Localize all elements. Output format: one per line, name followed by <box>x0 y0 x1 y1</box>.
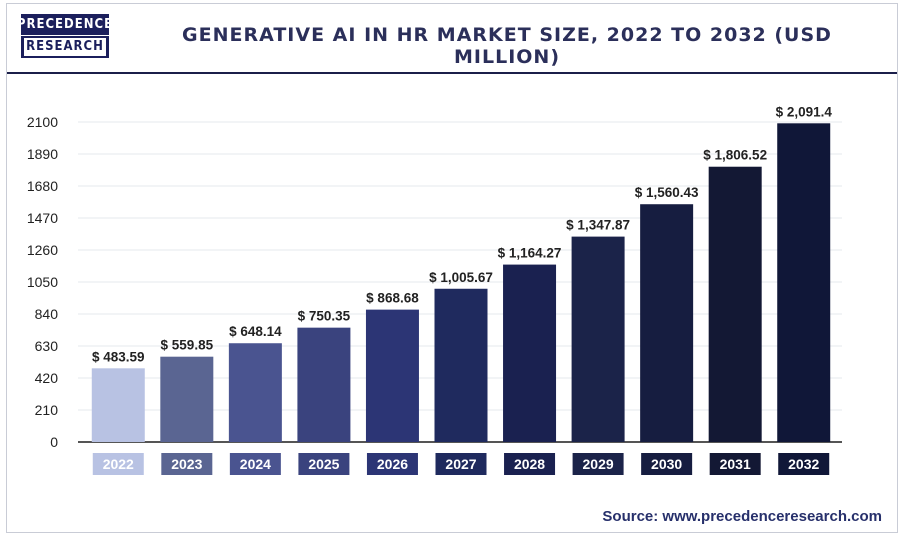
y-tick-label: 1470 <box>27 210 58 226</box>
bar <box>365 309 419 442</box>
bar <box>160 356 214 442</box>
x-tick-label: 2030 <box>651 456 682 472</box>
x-tick-box <box>229 453 281 475</box>
x-tick-box <box>709 453 761 475</box>
x-tick-label: 2026 <box>377 456 408 472</box>
x-tick-box <box>298 453 350 475</box>
x-tick-label: 2032 <box>788 456 819 472</box>
data-label: $ 483.59 <box>92 349 145 364</box>
x-tick-box <box>161 453 213 475</box>
x-tick-box <box>92 453 144 475</box>
x-tick-label: 2024 <box>240 456 271 472</box>
data-label: $ 2,091.4 <box>776 104 833 119</box>
x-tick-label: 2025 <box>308 456 339 472</box>
bar <box>228 343 282 442</box>
data-label: $ 1,347.87 <box>566 218 630 233</box>
y-tick-label: 630 <box>35 338 59 354</box>
bar <box>640 204 694 442</box>
bar <box>503 264 557 442</box>
y-tick-label: 2100 <box>27 114 58 130</box>
y-tick-label: 1680 <box>27 178 58 194</box>
chart-title: GENERATIVE AI IN HR MARKET SIZE, 2022 TO… <box>182 24 832 68</box>
data-label: $ 1,560.43 <box>635 185 699 200</box>
y-tick-label: 1260 <box>27 242 58 258</box>
header: PRECEDENCE RESEARCH GENERATIVE AI IN HR … <box>7 4 897 74</box>
bar <box>708 166 762 442</box>
x-tick-label: 2029 <box>583 456 614 472</box>
y-tick-label: 1890 <box>27 146 58 162</box>
x-tick-box <box>572 453 624 475</box>
bar <box>434 288 488 442</box>
data-label: $ 1,806.52 <box>703 148 767 163</box>
logo-line1: PRECEDENCE <box>16 16 114 36</box>
source-text: Source: www.precedenceresearch.com <box>602 508 882 525</box>
x-tick-label: 2031 <box>720 456 751 472</box>
x-tick-label: 2023 <box>171 456 202 472</box>
x-tick-label: 2027 <box>445 456 476 472</box>
y-tick-label: 840 <box>35 306 59 322</box>
x-tick-box <box>641 453 693 475</box>
x-tick-box <box>366 453 418 475</box>
data-label: $ 750.35 <box>298 309 351 324</box>
x-tick-box <box>504 453 556 475</box>
x-tick-label: 2022 <box>103 456 134 472</box>
logo-line2: RESEARCH <box>24 38 106 56</box>
bar <box>91 368 145 442</box>
brand-logo: PRECEDENCE RESEARCH <box>16 14 114 58</box>
data-label: $ 648.14 <box>229 324 282 339</box>
x-tick-box <box>778 453 830 475</box>
data-label: $ 1,164.27 <box>498 246 562 261</box>
y-tick-label: 0 <box>50 434 58 450</box>
bar <box>571 236 625 442</box>
bar <box>297 327 351 442</box>
y-tick-label: 1050 <box>27 274 58 290</box>
y-tick-label: 210 <box>35 402 59 418</box>
data-label: $ 1,005.67 <box>429 270 493 285</box>
x-tick-label: 2028 <box>514 456 545 472</box>
y-tick-label: 420 <box>35 370 59 386</box>
bar <box>777 123 831 442</box>
data-label: $ 559.85 <box>161 338 214 353</box>
data-label: $ 868.68 <box>366 291 419 306</box>
x-tick-box <box>435 453 487 475</box>
